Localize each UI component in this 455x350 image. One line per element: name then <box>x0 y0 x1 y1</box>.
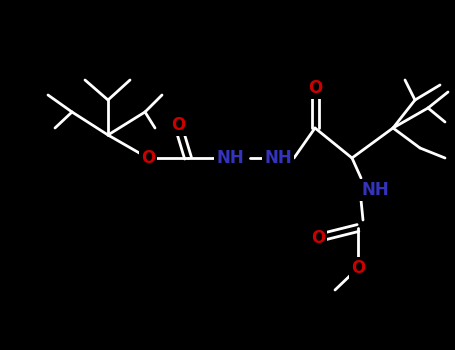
Text: NH: NH <box>264 149 292 167</box>
Text: O: O <box>308 79 322 97</box>
Text: O: O <box>351 259 365 277</box>
Text: O: O <box>171 116 185 134</box>
Text: NH: NH <box>216 149 244 167</box>
Text: O: O <box>141 149 155 167</box>
Text: NH: NH <box>361 181 389 199</box>
Text: O: O <box>311 229 325 247</box>
